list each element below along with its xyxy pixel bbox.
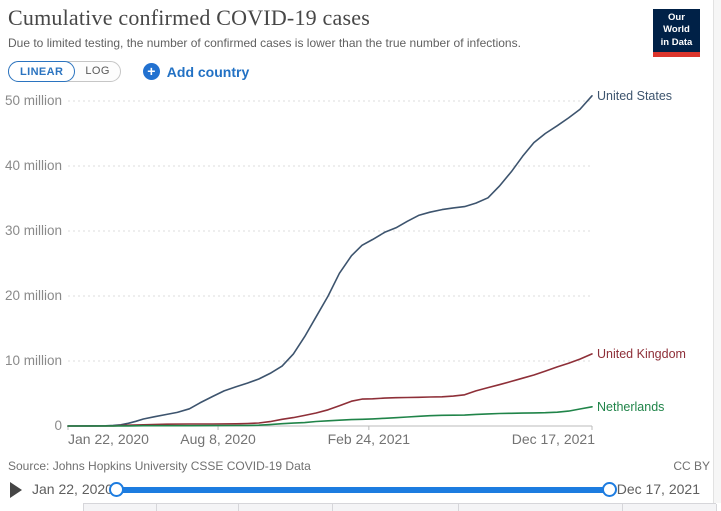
series-line-united-kingdom — [67, 353, 593, 427]
table-header-cell[interactable] — [332, 504, 459, 511]
timeline-start-handle[interactable] — [109, 482, 124, 497]
frame-gutter — [714, 0, 721, 503]
series-line-netherlands — [67, 406, 593, 427]
timeline-end-label: Dec 17, 2021 — [616, 481, 700, 497]
x-axis-label: Dec 17, 2021 — [511, 431, 595, 447]
owid-logo[interactable]: Our World in Data — [653, 9, 700, 58]
chart-controls: LINEAR LOG + Add country — [8, 61, 249, 82]
x-axis-label: Feb 24, 2021 — [327, 431, 411, 447]
y-axis-label: 20 million — [4, 288, 62, 303]
series-label-united-kingdom: United Kingdom — [597, 346, 686, 361]
data-table-header-row — [83, 503, 717, 511]
license-link[interactable]: CC BY — [673, 459, 710, 473]
log-scale-button[interactable]: LOG — [75, 62, 119, 81]
y-axis-label: 40 million — [4, 158, 62, 173]
plot-area[interactable] — [68, 92, 592, 426]
plus-icon: + — [142, 63, 160, 80]
table-header-cell[interactable] — [622, 504, 717, 511]
table-header-cell[interactable] — [83, 504, 157, 511]
owid-logo-line2: in Data — [660, 36, 693, 48]
table-header-cell[interactable] — [458, 504, 623, 511]
play-icon — [10, 482, 22, 498]
play-button[interactable] — [10, 482, 26, 498]
y-axis-label: 30 million — [4, 223, 62, 238]
frame-border — [713, 0, 714, 503]
chart-subtitle: Due to limited testing, the number of co… — [8, 36, 521, 50]
add-country-label: Add country — [166, 63, 250, 80]
timeline-start-label: Jan 22, 2020 — [32, 481, 113, 497]
y-axis-label: 50 million — [4, 93, 62, 108]
timeline-end-handle[interactable] — [602, 482, 617, 497]
y-axis-label: 0 — [54, 418, 62, 433]
scale-toggle: LINEAR LOG — [8, 61, 121, 82]
owid-logo-line1: Our World — [663, 12, 690, 36]
source-note: Source: Johns Hopkins University CSSE CO… — [8, 459, 311, 473]
series-label-united-states: United States — [597, 88, 673, 103]
table-header-cell[interactable] — [156, 504, 239, 511]
series-label-netherlands: Netherlands — [597, 399, 665, 414]
table-header-cell[interactable] — [238, 504, 333, 511]
x-axis-label: Aug 8, 2020 — [180, 431, 256, 447]
page-title: Cumulative confirmed COVID-19 cases — [8, 5, 370, 30]
series-line-united-states — [67, 95, 593, 427]
y-axis-label: 10 million — [4, 353, 62, 368]
add-country-button[interactable]: + Add country — [142, 63, 250, 80]
x-axis-label: Jan 22, 2020 — [68, 431, 149, 447]
linear-scale-button[interactable]: LINEAR — [8, 61, 76, 82]
timeline-track[interactable] — [117, 487, 610, 493]
